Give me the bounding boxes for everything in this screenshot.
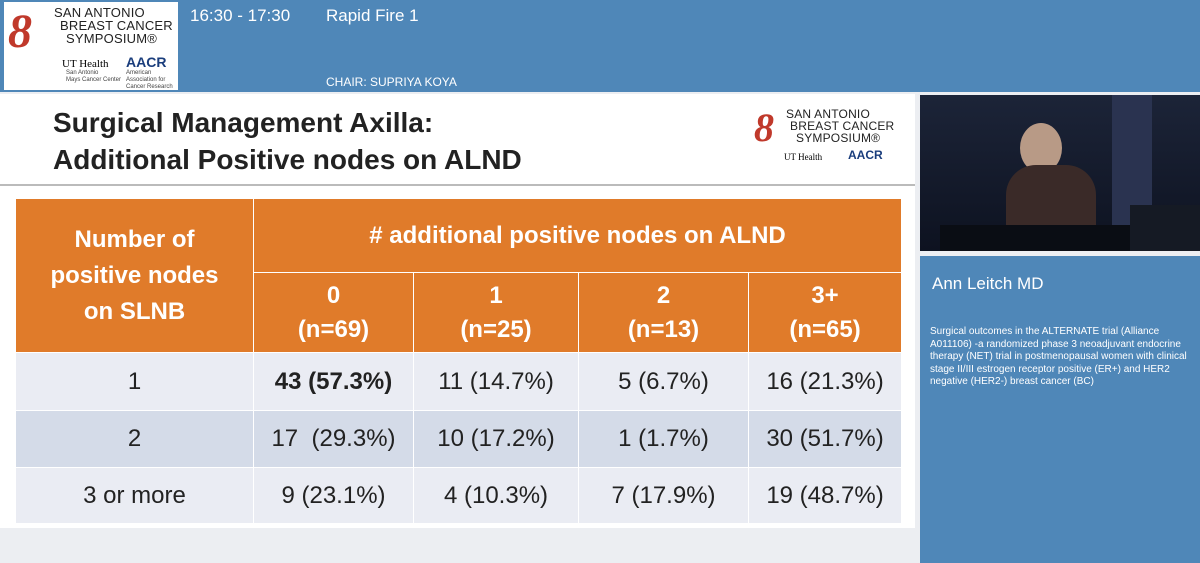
ut-sub: San Antonio [66, 70, 99, 76]
table-cell: 1 (1.7%) [578, 410, 749, 468]
session-chair: CHAIR: SUPRIYA KOYA [326, 75, 457, 89]
cell-text: 30 (51.7%) [766, 425, 884, 452]
column-header-line: 2 [656, 281, 671, 309]
cell-text: 2 [127, 425, 142, 452]
table-cell: 43 (57.3%) [253, 352, 414, 411]
column-header-line: (n=13) [627, 315, 700, 343]
table-cell: 11 (14.7%) [413, 352, 579, 411]
column-header-line: (n=25) [460, 315, 532, 343]
results-table: Number of positive nodes on SLNB # addit… [15, 198, 903, 524]
slide-title: Surgical Management Axilla: Additional P… [53, 104, 522, 178]
column-header: 1 (n=25) [413, 272, 579, 353]
column-header-line: 3+ [811, 281, 839, 309]
cell-text: 3 or more [83, 481, 186, 509]
ut-sub: Mays Cancer Center [66, 77, 122, 83]
cell-text: 10 (17.2%) [437, 425, 555, 452]
speaker-video [920, 95, 1200, 251]
column-header-line: 1 [489, 281, 503, 309]
speaker-name: Ann Leitch MD [932, 274, 1044, 293]
logo-line: SYMPOSIUM® [66, 31, 158, 46]
column-header: 0 (n=69) [253, 272, 414, 353]
column-header: 3+ (n=65) [747, 272, 903, 353]
row-label: 2 [15, 410, 254, 468]
table-cell: 7 (17.9%) [578, 467, 749, 524]
table-cell: 9 (23.1%) [253, 467, 414, 524]
cell-text: 1 (1.7%) [618, 425, 709, 452]
video-podium [940, 225, 1140, 251]
slide-title-line: Additional Positive nodes on ALND [53, 144, 522, 175]
slide-footer [0, 528, 915, 563]
row-header-title: Number of positive nodes on SLNB [15, 198, 254, 353]
ut-health: UT Health [784, 152, 823, 162]
logo-line: BREAST CANCER [790, 119, 895, 133]
table-cell: 5 (6.7%) [578, 352, 749, 411]
table-cell: 19 (48.7%) [747, 467, 903, 524]
video-backdrop [1112, 95, 1152, 225]
column-header-line: (n=65) [789, 315, 861, 343]
column-header-line: (n=69) [297, 315, 370, 343]
column-group-title: # additional positive nodes on ALND [252, 198, 903, 273]
logo-line: SAN ANTONIO [54, 5, 145, 20]
video-podium [1130, 205, 1200, 251]
header-logo: 8 SAN ANTONIO BREAST CANCER SYMPOSIUM® U… [4, 2, 178, 90]
aacr-sub: American Association for Cancer Research [126, 70, 173, 90]
table-cell: 30 (51.7%) [747, 410, 903, 468]
video-figure [1020, 123, 1062, 173]
table-cell: 10 (17.2%) [413, 410, 579, 468]
logo-line: SYMPOSIUM® [796, 131, 881, 145]
column-header: 2 (n=13) [578, 272, 749, 353]
row-label: 1 [15, 352, 254, 411]
table-cell: 17 (29.3%) [253, 410, 414, 468]
logo-ribbon: 8 [754, 105, 774, 150]
cell-text: 17 (29.3%) [271, 425, 396, 452]
cell-text: 43 (57.3%) [274, 367, 393, 395]
aacr: AACR [126, 54, 167, 70]
row-label: 3 or more [15, 467, 254, 524]
video-figure [1006, 165, 1096, 235]
logo-line: SAN ANTONIO [786, 107, 870, 121]
cell-text: 16 (21.3%) [766, 367, 884, 395]
top-bar [0, 0, 1200, 92]
logo-ribbon: 8 [8, 5, 32, 58]
table-cell: 4 (10.3%) [413, 467, 579, 524]
cell-text: 9 (23.1%) [281, 481, 386, 509]
slide-logo: 8 SAN ANTONIO BREAST CANCER SYMPOSIUM® U… [752, 104, 902, 176]
title-rule [0, 184, 915, 186]
speaker-panel [920, 256, 1200, 563]
slide-title-line: Surgical Management Axilla: [53, 107, 434, 138]
session-name: Rapid Fire 1 [326, 6, 419, 25]
cell-text: 11 (14.7%) [438, 367, 554, 395]
table-cell: 16 (21.3%) [747, 352, 903, 411]
logo-line: BREAST CANCER [60, 18, 173, 33]
cell-text: 19 (48.7%) [766, 481, 884, 509]
cell-text: 7 (17.9%) [611, 481, 716, 509]
ut-health: UT Health [62, 58, 109, 70]
cell-text: 4 (10.3%) [443, 481, 549, 509]
column-header-line: 0 [326, 281, 341, 309]
talk-description: Surgical outcomes in the ALTERNATE trial… [930, 326, 1187, 387]
cell-text: 5 (6.7%) [618, 367, 709, 395]
aacr: AACR [848, 148, 883, 162]
session-time: 16:30 - 17:30 [190, 6, 291, 25]
cell-text: 1 [127, 367, 142, 395]
